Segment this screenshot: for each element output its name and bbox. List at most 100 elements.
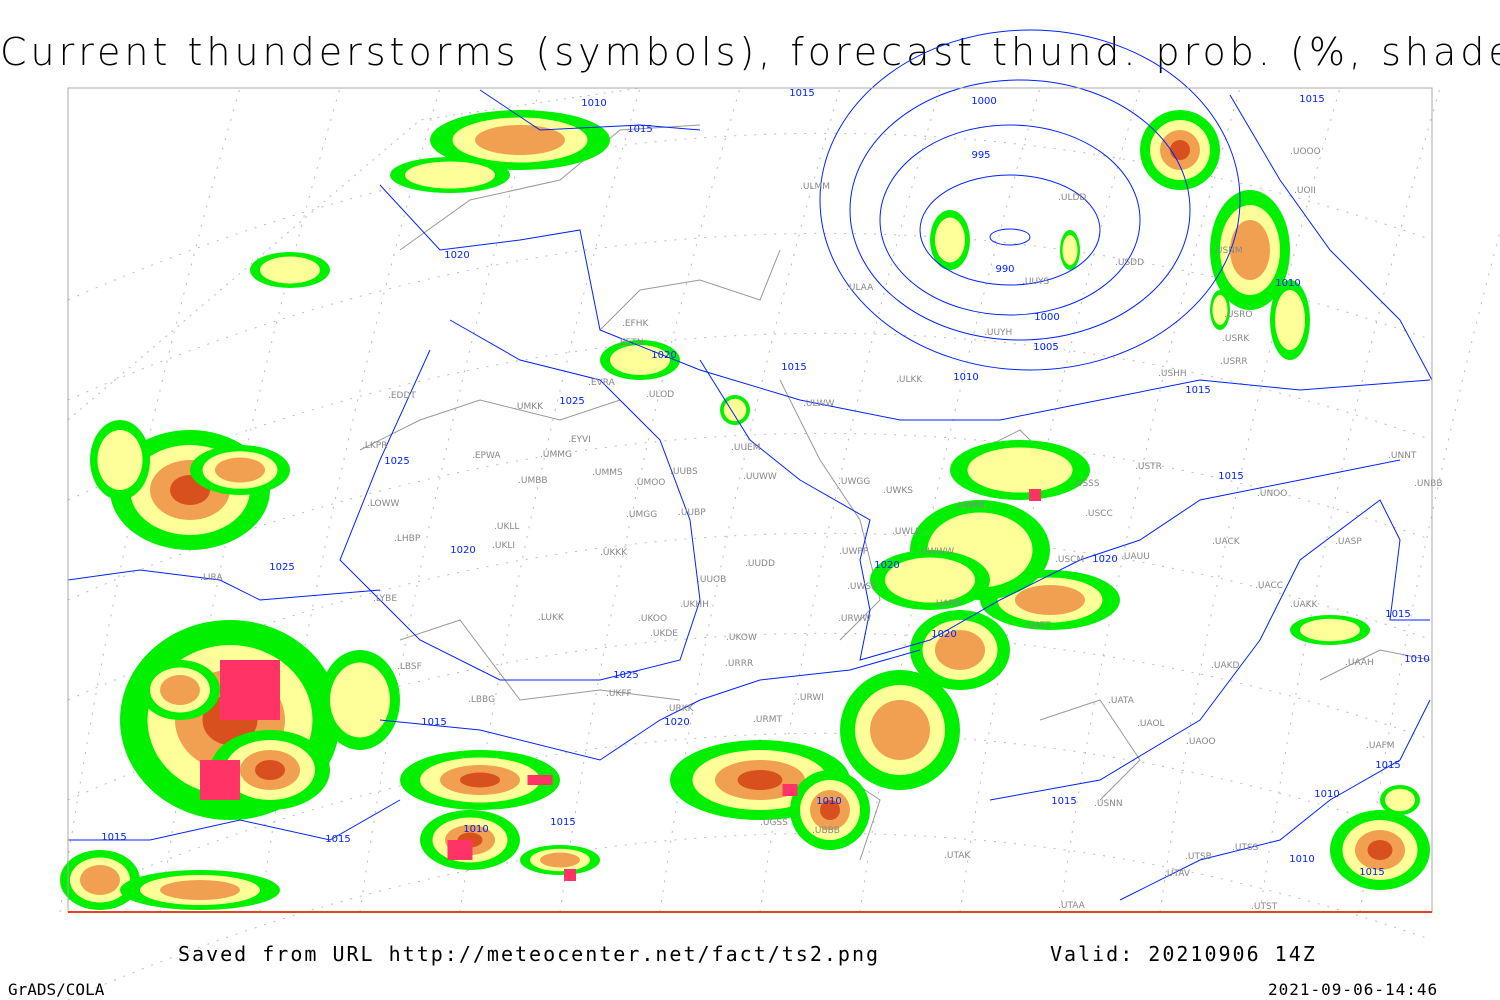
isobar-line (849, 79, 1191, 341)
station-label: .UKKK (600, 548, 628, 558)
station-label: .UUWW (743, 472, 777, 482)
meridian-line (859, 87, 1041, 913)
isobar-label: 1015 (101, 832, 126, 843)
station-label: .UOOO (1290, 147, 1321, 157)
probability-area (1062, 235, 1078, 265)
coastline (399, 619, 681, 701)
probability-area (475, 125, 565, 155)
meridian-line (1159, 87, 1341, 913)
station-label: .UTAV (1164, 869, 1191, 879)
station-label: .UUYH (984, 328, 1012, 338)
probability-area (935, 217, 965, 263)
isobar-label: 1015 (1375, 760, 1400, 771)
station-label: .UNOO (1257, 489, 1287, 499)
isobar-label: 1025 (559, 396, 584, 407)
thunderstorm-symbol (447, 840, 473, 860)
isobar-label: 1015 (325, 834, 350, 845)
station-label: .URMT (753, 715, 782, 725)
isobar-line (1229, 94, 1433, 381)
generated-timestamp: 2021-09-06-14:46 (1268, 980, 1439, 999)
isobar-label: 1020 (450, 545, 475, 556)
station-label: .UKLI (492, 541, 515, 551)
isobar-label: 1015 (421, 717, 446, 728)
probability-area (737, 770, 783, 790)
thunderstorm-symbol (782, 784, 798, 796)
station-label: .UWLL (892, 527, 920, 537)
station-label: .UNNT (1388, 451, 1417, 461)
station-label: .UTAK (944, 851, 971, 861)
probability-area (885, 557, 975, 603)
station-label: .UACC (1255, 581, 1283, 591)
probability-area (215, 457, 265, 483)
isobars (67, 29, 1433, 901)
probability-area (160, 675, 200, 705)
isobar-label: 1020 (931, 629, 956, 640)
isobar-line (699, 359, 1401, 661)
coastline (1039, 699, 1141, 801)
isobar-line (989, 228, 1031, 246)
station-label: .USDD (1115, 258, 1144, 268)
isobar-label: 1015 (1359, 867, 1384, 878)
thunderstorm-symbol (220, 660, 280, 720)
isobar-label: 1015 (1185, 385, 1210, 396)
isobar-label: 1010 (463, 824, 488, 835)
station-label: .USRO (1224, 310, 1253, 320)
station-label: .UBBB (812, 826, 840, 836)
station-label: .UUDD (745, 559, 775, 569)
isobar-label: 1010 (953, 372, 978, 383)
station-label: .EPWA (472, 451, 501, 461)
station-label: .UKLL (494, 522, 519, 532)
station-label: .UARR (933, 599, 961, 609)
valid-time: Valid: 20210906 14Z (1050, 942, 1317, 966)
station-label: .LIRA (200, 573, 223, 583)
station-label: .USNM (1213, 246, 1243, 256)
isobar-label: 1025 (613, 670, 638, 681)
station-label: .ULOD (646, 390, 674, 400)
isobar-labels: 1010 1015 1015 1000 995 1015 1020 990 1000 1005 10… (101, 88, 1429, 878)
station-label: .LKPR (362, 441, 387, 451)
thunderstorm-symbol (527, 775, 553, 785)
station-label: .UAUU (1121, 552, 1150, 562)
station-label: .USCC (1085, 509, 1113, 519)
station-label: .UKOO (638, 614, 667, 624)
isobar-label: 1025 (384, 456, 409, 467)
station-label: .UKFF (606, 689, 632, 699)
map-title: Current thunderstorms (symbols), forecas… (0, 30, 1500, 74)
isobar-label: 1025 (269, 562, 294, 573)
station-label: .UWWW (918, 547, 954, 557)
station-label: .UAOL (1137, 719, 1165, 729)
station-label: .ULDD (1058, 193, 1086, 203)
station-label: .UUOB (697, 575, 726, 585)
station-label: .UUBP (678, 508, 706, 518)
probability-area (820, 800, 840, 820)
isobar-label: 990 (995, 264, 1014, 275)
probability-area (80, 865, 120, 895)
station-label: .USTR (1135, 462, 1162, 472)
parallel-line (67, 832, 1433, 1000)
station-labels: .ULMM .ULDD .USDD .UUYS .UUYH .ULAA .ULKK .ULWW… (200, 147, 1443, 912)
probability-area (1170, 140, 1190, 160)
station-label: .ULMM (800, 182, 830, 192)
probability-area (330, 662, 390, 738)
station-label: .LYBE (373, 594, 397, 604)
coastline (399, 124, 701, 251)
isobar-label: 1010 (1275, 278, 1300, 289)
isobar-line (379, 184, 1431, 421)
thunderstorm-symbol (1029, 489, 1041, 501)
station-label: .UMMS (592, 468, 623, 478)
station-label: .UTAA (1058, 901, 1086, 911)
isobar-label: 1015 (1299, 94, 1324, 105)
software-credit: GrADS/COLA (8, 980, 105, 999)
isobar-line (479, 89, 701, 131)
coastline (1319, 649, 1431, 681)
isobar-label: 1020 (664, 717, 689, 728)
meridian-line (59, 87, 241, 913)
station-label: .UAFM (1366, 741, 1395, 751)
isobar-label: 1015 (781, 362, 806, 373)
isobar-line (879, 124, 1141, 316)
station-label: .UAKD (1211, 661, 1240, 671)
probability-area (405, 161, 495, 189)
isobar-label: 1010 (581, 98, 606, 109)
thunderstorm-probability-shading (60, 110, 1430, 910)
isobar-label: 1020 (444, 250, 469, 261)
